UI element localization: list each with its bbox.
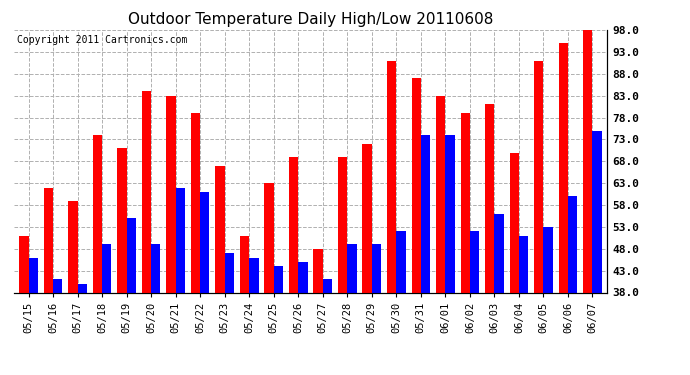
Bar	[534, 61, 544, 375]
Bar	[142, 91, 151, 375]
Bar	[436, 96, 445, 375]
Bar	[274, 266, 283, 375]
Bar	[240, 236, 249, 375]
Bar	[338, 157, 347, 375]
Bar	[460, 113, 470, 375]
Bar	[264, 183, 274, 375]
Bar	[396, 231, 406, 375]
Bar	[191, 113, 200, 375]
Bar	[28, 258, 38, 375]
Bar	[323, 279, 332, 375]
Bar	[102, 244, 111, 375]
Bar	[544, 227, 553, 375]
Bar	[313, 249, 323, 375]
Bar	[387, 61, 396, 375]
Bar	[519, 236, 529, 375]
Bar	[126, 218, 136, 375]
Bar	[215, 166, 225, 375]
Bar	[411, 78, 421, 375]
Bar	[225, 253, 234, 375]
Bar	[176, 188, 185, 375]
Bar	[593, 130, 602, 375]
Bar	[583, 30, 593, 375]
Bar	[249, 258, 259, 375]
Bar	[495, 214, 504, 375]
Bar	[568, 196, 578, 375]
Bar	[68, 201, 77, 375]
Bar	[372, 244, 381, 375]
Bar	[19, 236, 28, 375]
Bar	[289, 157, 298, 375]
Bar	[151, 244, 161, 375]
Bar	[421, 135, 430, 375]
Bar	[559, 43, 568, 375]
Text: Copyright 2011 Cartronics.com: Copyright 2011 Cartronics.com	[17, 35, 187, 45]
Bar	[470, 231, 479, 375]
Bar	[166, 96, 176, 375]
Bar	[43, 188, 53, 375]
Bar	[117, 148, 126, 375]
Bar	[362, 144, 372, 375]
Bar	[200, 192, 210, 375]
Bar	[92, 135, 102, 375]
Bar	[347, 244, 357, 375]
Bar	[445, 135, 455, 375]
Bar	[53, 279, 62, 375]
Title: Outdoor Temperature Daily High/Low 20110608: Outdoor Temperature Daily High/Low 20110…	[128, 12, 493, 27]
Bar	[485, 104, 495, 375]
Bar	[510, 153, 519, 375]
Bar	[298, 262, 308, 375]
Bar	[77, 284, 87, 375]
